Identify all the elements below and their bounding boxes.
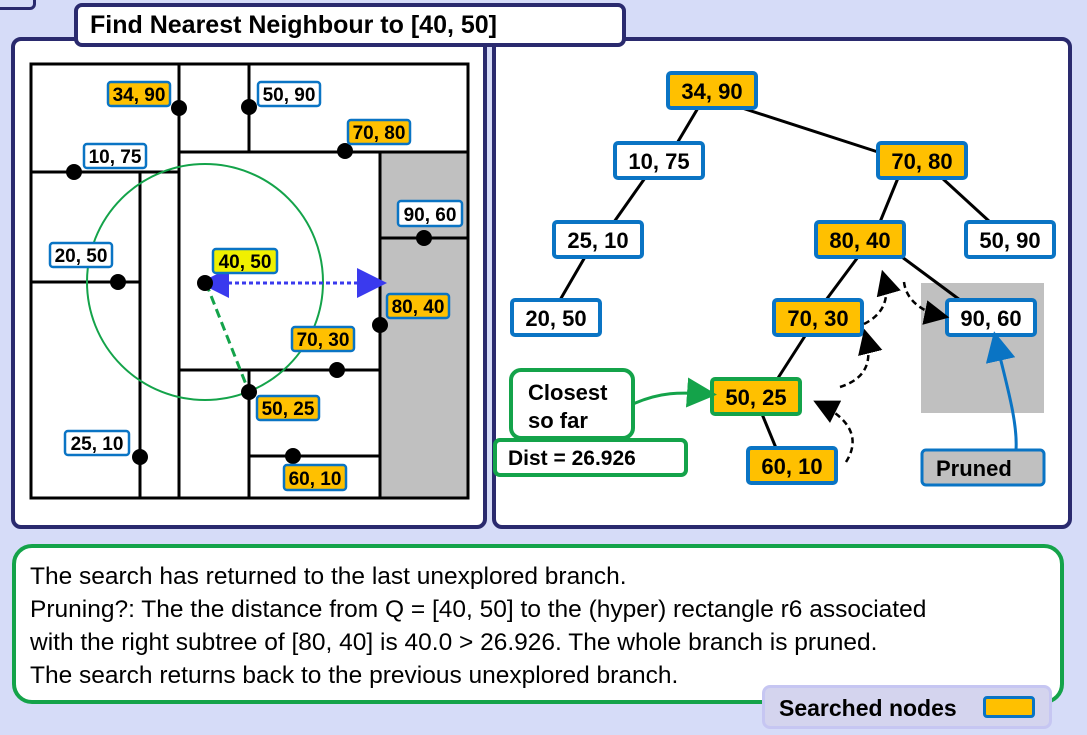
- point-label-50-25: 50, 25: [255, 394, 321, 422]
- svg-text:50, 90: 50, 90: [263, 85, 316, 106]
- pruned-arrow: [985, 331, 1018, 451]
- point-label-70-80: 70, 80: [346, 118, 412, 146]
- svg-text:40, 50: 40, 50: [219, 252, 272, 273]
- closest-distance-line: [204, 282, 251, 393]
- svg-text:50, 90: 50, 90: [979, 228, 1040, 253]
- point-50-90: [241, 99, 257, 115]
- tree-node-70-30: 70, 30: [772, 298, 864, 337]
- space-partition: 34, 90 50, 90 70, 80 10, 75 90, 60 20, 5…: [29, 62, 470, 500]
- point-label-80-40: 80, 40: [385, 292, 451, 320]
- point-70-80: [337, 143, 353, 159]
- point-label-50-90: 50, 90: [256, 80, 322, 108]
- point-label-25-10: 25, 10: [63, 429, 131, 457]
- svg-text:34, 90: 34, 90: [681, 79, 742, 104]
- svg-text:50, 25: 50, 25: [262, 399, 315, 420]
- explanation-line-2: Pruning?: The the distance from Q = [40,…: [30, 596, 927, 623]
- svg-text:25, 10: 25, 10: [71, 434, 124, 455]
- pruned-callout: Pruned: [920, 448, 1046, 487]
- svg-text:60, 10: 60, 10: [289, 469, 342, 490]
- explanation-line-1: The search has returned to the last unex…: [30, 563, 627, 590]
- backtrack-arrow-1: [813, 400, 854, 463]
- page-title: Find Nearest Neighbour to [40, 50]: [74, 3, 626, 47]
- point-34-90: [171, 100, 187, 116]
- point-label-20-50: 20, 50: [48, 241, 114, 269]
- tree-node-10-75: 10, 75: [613, 141, 705, 180]
- svg-text:50, 25: 50, 25: [725, 385, 786, 410]
- legend-swatch-searched: [983, 696, 1035, 718]
- explanation-line-3: with the right subtree of [80, 40] is 40…: [30, 629, 878, 656]
- backtrack-arrow-4: [902, 281, 950, 325]
- tree-node-50-25: 50, 25: [710, 377, 802, 416]
- svg-text:Dist = 26.926: Dist = 26.926: [508, 447, 636, 470]
- tree-node-20-50: 20, 50: [510, 298, 602, 337]
- svg-text:70, 30: 70, 30: [787, 306, 848, 331]
- point-70-30: [329, 362, 345, 378]
- closest-arrow: [632, 377, 717, 408]
- explanation-line-4: The search returns back to the previous …: [30, 662, 679, 689]
- point-20-50: [110, 274, 126, 290]
- svg-text:90, 60: 90, 60: [960, 306, 1021, 331]
- svg-text:10, 75: 10, 75: [89, 147, 142, 168]
- tree-node-70-80: 70, 80: [876, 141, 968, 180]
- point-query-40-50: [197, 275, 213, 291]
- tree-node-60-10: 60, 10: [746, 446, 838, 485]
- svg-text:34, 90: 34, 90: [113, 85, 166, 106]
- point-label-10-75: 10, 75: [82, 142, 148, 170]
- svg-text:so far: so far: [528, 408, 588, 433]
- svg-text:25, 10: 25, 10: [567, 228, 628, 253]
- point-10-75: [66, 164, 82, 180]
- tree-node-80-40: 80, 40: [814, 220, 906, 259]
- legend: Searched nodes: [762, 685, 1052, 729]
- svg-text:80, 40: 80, 40: [392, 297, 445, 318]
- svg-text:90, 60: 90, 60: [404, 205, 457, 226]
- window-corner: [0, 0, 36, 10]
- tree-node-50-90: 50, 90: [964, 220, 1056, 259]
- svg-text:70, 80: 70, 80: [353, 123, 406, 144]
- distance-box: Dist = 26.926: [493, 438, 688, 477]
- backtrack-arrow-2: [839, 328, 883, 389]
- point-label-34-90: 34, 90: [106, 80, 172, 108]
- point-80-40: [372, 317, 388, 333]
- svg-text:80, 40: 80, 40: [829, 228, 890, 253]
- kd-tree: 34, 90 10, 75 70, 80 25, 10 80, 40 50, 9…: [493, 71, 1056, 487]
- svg-text:10, 75: 10, 75: [628, 149, 689, 174]
- svg-text:20, 50: 20, 50: [55, 246, 108, 267]
- svg-text:Closest: Closest: [528, 380, 608, 405]
- tree-node-90-60: 90, 60: [945, 298, 1037, 337]
- backtrack-arrow-3: [863, 269, 901, 326]
- tree-node-34-90: 34, 90: [666, 71, 758, 110]
- point-60-10: [285, 448, 301, 464]
- point-25-10: [132, 449, 148, 465]
- point-label-90-60: 90, 60: [396, 199, 464, 228]
- point-label-60-10: 60, 10: [282, 463, 348, 492]
- explanation-box: The search has returned to the last unex…: [12, 544, 1064, 704]
- point-label-70-30: 70, 30: [290, 325, 356, 353]
- svg-text:70, 30: 70, 30: [297, 330, 350, 351]
- closest-callout: Closest so far: [509, 368, 635, 440]
- point-label-40-50: 40, 50: [211, 247, 279, 275]
- point-90-60: [416, 230, 432, 246]
- legend-label: Searched nodes: [779, 695, 957, 721]
- tree-node-25-10: 25, 10: [552, 220, 644, 259]
- svg-text:60, 10: 60, 10: [761, 454, 822, 479]
- point-50-25: [241, 384, 257, 400]
- svg-text:70, 80: 70, 80: [891, 149, 952, 174]
- svg-text:Pruned: Pruned: [936, 456, 1012, 481]
- svg-text:20, 50: 20, 50: [525, 306, 586, 331]
